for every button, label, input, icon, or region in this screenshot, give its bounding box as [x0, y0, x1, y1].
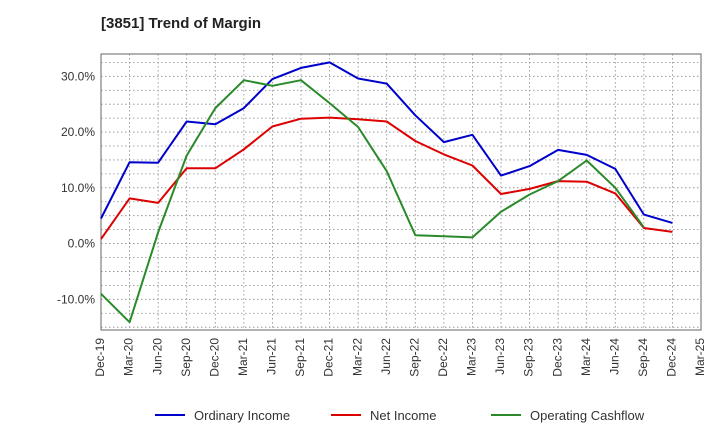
ordinary-income-line: [100, 61, 673, 224]
operating-cashflow-line: [100, 79, 645, 324]
x-tick-label: Jun-21: [265, 338, 279, 375]
y-tick-label: 0.0%: [68, 237, 96, 251]
x-tick-label: Mar-21: [236, 338, 250, 376]
x-tick-label: Mar-23: [465, 338, 479, 376]
net-income-line: [100, 116, 673, 240]
x-tick-label: Sep-20: [179, 338, 193, 377]
y-tick-label: 10.0%: [61, 181, 95, 195]
x-tick-label: Sep-24: [636, 338, 650, 377]
x-tick-label: Dec-22: [436, 338, 450, 377]
legend: Ordinary Income Net Income Operating Cashf…: [155, 408, 645, 423]
x-tick-label: Sep-23: [522, 338, 536, 377]
x-tick-label: Sep-21: [293, 338, 307, 377]
x-tick-label: Jun-22: [379, 338, 393, 375]
x-tick-label: Mar-24: [579, 338, 593, 376]
x-tick-label: Dec-20: [207, 338, 221, 377]
y-tick-label: 30.0%: [61, 69, 95, 83]
x-tick-label: Dec-23: [550, 338, 564, 377]
legend-label-net-income: Net Income: [370, 408, 436, 423]
x-tick-label: Mar-20: [122, 338, 136, 376]
x-tick-label: Jun-20: [150, 338, 164, 375]
legend-label-operating-cashflow: Operating Cashflow: [530, 408, 645, 423]
y-axis-ticks: -10.0% 0.0% 10.0% 20.0% 30.0%: [57, 69, 95, 306]
plot-frame: [100, 53, 702, 331]
x-tick-label: Jun-24: [607, 338, 621, 375]
x-tick-label: Dec-21: [322, 338, 336, 377]
series-lines: [100, 61, 673, 324]
y-tick-label: 20.0%: [61, 125, 95, 139]
x-tick-label: Jun-23: [493, 338, 507, 375]
chart-title: [3851] Trend of Margin: [101, 15, 262, 32]
x-tick-label: Sep-22: [407, 338, 421, 377]
x-tick-label: Dec-24: [665, 338, 679, 377]
y-tick-label: -10.0%: [57, 292, 95, 306]
x-tick-label: Mar-25: [693, 338, 707, 376]
x-axis-ticks: Dec-19 Mar-20 Jun-20 Sep-20 Dec-20 Mar-21 Jun-…: [93, 338, 707, 377]
x-tick-label: Dec-19: [93, 338, 107, 377]
legend-label-ordinary-income: Ordinary Income: [194, 408, 290, 423]
x-tick-label: Mar-22: [350, 338, 364, 376]
